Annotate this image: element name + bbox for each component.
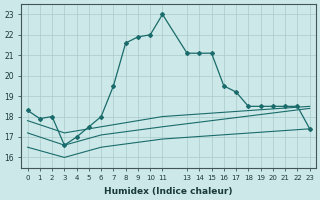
- X-axis label: Humidex (Indice chaleur): Humidex (Indice chaleur): [104, 187, 233, 196]
